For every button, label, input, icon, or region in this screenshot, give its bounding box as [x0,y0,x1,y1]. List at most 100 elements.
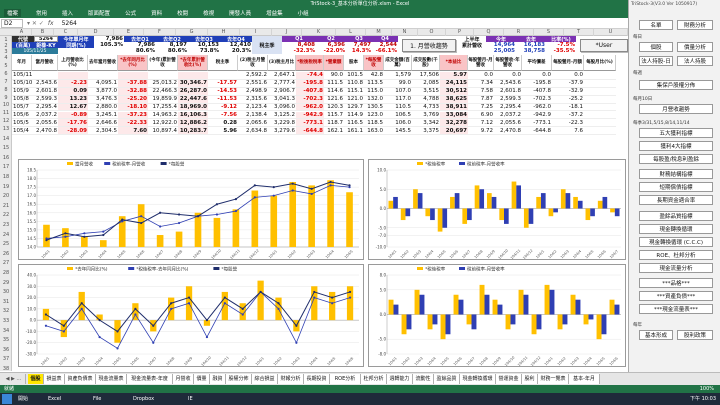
table-cell[interactable]: -702.3 [522,96,552,104]
table-cell[interactable]: 118.7 [324,119,344,128]
table-cell[interactable]: -18.10 [118,103,148,112]
sidebar-btn_name-button[interactable]: 名單 [639,20,673,30]
table-cell[interactable] [178,72,208,80]
table-cell[interactable] [584,72,616,80]
table-cell[interactable]: 2,880.0 [88,104,118,112]
row-header[interactable]: 36 [2,346,10,353]
table-cell[interactable]: 90.0 [324,72,344,80]
column-header[interactable]: H [208,29,240,36]
column-header[interactable]: F [144,29,176,36]
table-cell[interactable]: 30,346.7 [178,79,208,88]
table-cell[interactable]: -32.9 [552,88,584,96]
table-cell[interactable]: -942.9 [522,112,552,120]
table-cell[interactable]: 163.0 [364,127,384,136]
sheet-nav[interactable]: ◀ ▶ … [2,374,26,384]
table-cell[interactable]: 2,304.5 [88,127,118,136]
column-header[interactable]: K [302,29,336,36]
table-cell[interactable]: 16,106.3 [178,111,208,120]
ribbon-tab[interactable]: 檢視 [203,11,215,17]
sidebar-btn_five-button[interactable]: 五大獲利指標 [639,128,713,138]
sheet-tab[interactable]: 現金流量表-年度 [127,374,173,384]
sidebar-btn_fin-button[interactable]: 財務分析 [677,20,713,30]
table-cell[interactable]: 17,506 [412,72,440,80]
table-cell[interactable]: 121.0 [344,96,364,104]
table-cell[interactable]: 105/6 [12,112,32,120]
table-cell[interactable]: 30,512 [440,87,468,96]
row-header[interactable]: 16 [2,154,10,161]
row-header[interactable]: 11 [2,110,10,117]
column-header[interactable]: R [504,29,534,36]
taskbar-item[interactable]: Dropbox [133,396,155,402]
table-cell[interactable]: -962.0 [296,103,324,112]
table-cell[interactable]: 115.7 [324,112,344,120]
column-header[interactable]: I [240,29,272,36]
sheet-tab[interactable]: 融資 [210,374,226,384]
table-cell[interactable]: -9.12 [208,104,238,112]
ribbon-tab[interactable]: 檔案 [4,9,22,17]
table-cell[interactable]: 33,084 [440,111,468,120]
table-cell[interactable] [584,104,616,112]
table-cell[interactable]: -773.1 [522,119,552,128]
table-cell[interactable]: 14,963.2 [148,112,178,120]
table-cell[interactable]: 111.5 [324,80,344,88]
table-cell[interactable] [584,127,616,136]
table-cell[interactable]: 38,625 [440,95,468,104]
table-cell[interactable]: 2,295.4 [32,104,58,112]
table-cell[interactable] [584,88,616,96]
table-cell[interactable]: 10,283.7 [178,127,208,136]
chart-panel[interactable]: *稅後稅率 稅前稅率-月營收率 -8.0 -5.0 0.0 5.0 8.0 104/1 104/… [368,264,626,367]
row-header[interactable]: 34 [2,327,10,334]
table-cell[interactable]: 2,634.8 [238,127,268,136]
table-cell[interactable]: 2,295.4 [494,104,522,112]
table-cell[interactable]: 2,470.8 [32,127,58,136]
sheet-tab[interactable]: 月營收 [173,374,194,384]
column-header[interactable]: D [78,29,114,36]
table-cell[interactable]: 10,897.4 [148,127,178,136]
row-header[interactable]: 8 [4,86,8,93]
column-header[interactable]: J [272,29,302,36]
table-cell[interactable] [584,80,616,88]
table-cell[interactable] [148,72,178,80]
table-cell[interactable]: 2,123.4 [238,104,268,112]
table-cell[interactable]: 3,515 [412,88,440,96]
sidebar-btn_special-button[interactable]: ***品格*** [639,278,713,288]
table-cell[interactable]: 7.60 [118,127,148,136]
table-cell[interactable]: -22.3 [552,119,584,128]
taskbar-item[interactable]: File [93,396,102,402]
sidebar-btn_ccc-button[interactable]: 現金轉換循環 (C.C.C) [639,237,713,247]
table-cell[interactable]: 105/8 [12,96,32,104]
sheet-tab[interactable]: 資產負債表 [65,374,96,384]
table-cell[interactable] [584,112,616,120]
table-cell[interactable] [118,72,148,80]
column-header[interactable]: N [392,29,418,36]
row-header[interactable]: 4 [4,55,8,61]
taskbar-item[interactable]: IE [188,396,193,402]
sidebar-btn_fin2-button[interactable]: 財務結構指標 [639,169,713,179]
zoom-level[interactable]: 100% [699,386,714,392]
sheet-tab[interactable]: 長期投資 [304,374,330,384]
table-cell[interactable]: 2,601.8 [494,88,522,96]
row-header[interactable]: 9 [4,94,8,101]
table-cell[interactable]: 2,085 [412,80,440,88]
table-cell[interactable]: -32.88 [118,87,148,96]
table-cell[interactable]: 123.0 [364,112,384,120]
table-cell[interactable]: 17,255.4 [148,104,178,112]
table-cell[interactable]: 0.0 [552,72,584,80]
row-header[interactable]: 20 [2,193,10,200]
table-cell[interactable]: -11.53 [208,96,238,104]
table-cell[interactable]: -25.2 [552,96,584,104]
sidebar-btn_basic-button[interactable]: 基本形成 [639,330,673,340]
table-cell[interactable]: 7.6 [552,127,584,136]
row-header[interactable]: 37 [2,356,10,363]
name-box[interactable]: D2 [1,18,23,28]
table-cell[interactable]: 105/4 [12,127,32,136]
table-cell[interactable]: -22.33 [118,119,148,128]
sheet-tab[interactable]: 價量 [194,374,210,384]
row-header[interactable]: 23 [2,222,10,228]
table-cell[interactable]: 5.97 [440,72,468,80]
ribbon-tab[interactable]: 常用 [36,11,48,17]
table-cell[interactable]: -195.8 [522,80,552,88]
table-cell[interactable]: 32,278 [440,119,468,128]
table-cell[interactable]: 105/9 [12,88,32,96]
column-header[interactable]: B [32,29,54,36]
